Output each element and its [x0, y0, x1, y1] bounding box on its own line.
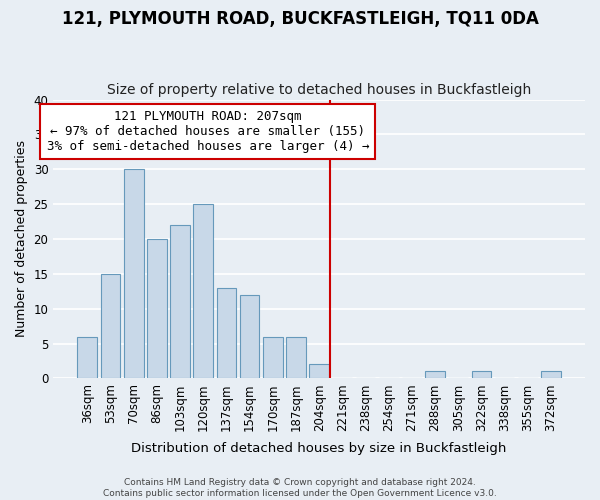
Bar	[240, 294, 259, 378]
Bar	[472, 372, 491, 378]
Bar	[541, 372, 561, 378]
Bar	[425, 372, 445, 378]
Bar	[263, 336, 283, 378]
Y-axis label: Number of detached properties: Number of detached properties	[15, 140, 28, 338]
Bar	[217, 288, 236, 378]
Bar	[193, 204, 213, 378]
Bar	[147, 239, 167, 378]
Bar	[124, 170, 143, 378]
Title: Size of property relative to detached houses in Buckfastleigh: Size of property relative to detached ho…	[107, 83, 531, 97]
Text: 121, PLYMOUTH ROAD, BUCKFASTLEIGH, TQ11 0DA: 121, PLYMOUTH ROAD, BUCKFASTLEIGH, TQ11 …	[62, 10, 538, 28]
Bar	[77, 336, 97, 378]
Bar	[286, 336, 306, 378]
Bar	[309, 364, 329, 378]
X-axis label: Distribution of detached houses by size in Buckfastleigh: Distribution of detached houses by size …	[131, 442, 507, 455]
Text: Contains HM Land Registry data © Crown copyright and database right 2024.
Contai: Contains HM Land Registry data © Crown c…	[103, 478, 497, 498]
Bar	[101, 274, 121, 378]
Text: 121 PLYMOUTH ROAD: 207sqm
← 97% of detached houses are smaller (155)
3% of semi-: 121 PLYMOUTH ROAD: 207sqm ← 97% of detac…	[47, 110, 369, 153]
Bar	[170, 225, 190, 378]
